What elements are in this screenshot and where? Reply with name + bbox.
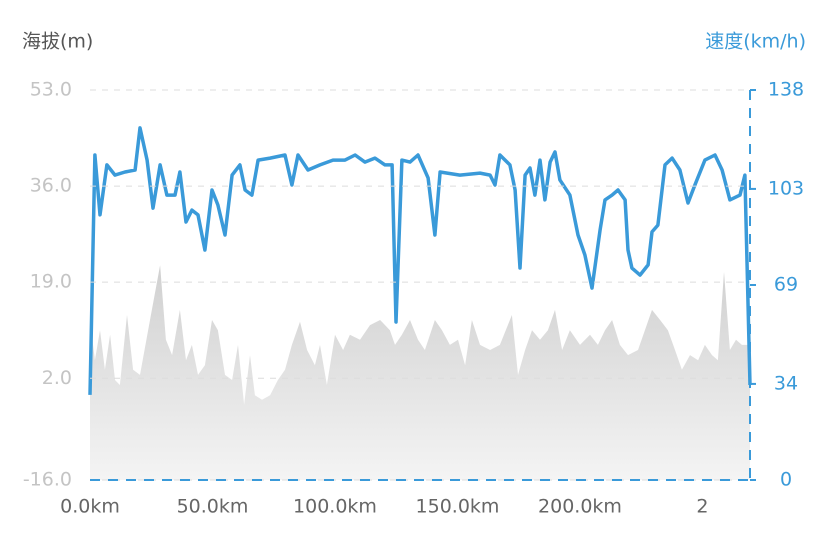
y2-tick-label: 34: [774, 372, 798, 394]
x-tick-label: 150.0km: [416, 496, 500, 518]
y-tick-label: 36.0: [30, 175, 72, 197]
y2-tick-label: 69: [774, 274, 798, 296]
y-tick-label: 19.0: [30, 271, 72, 293]
x-tick-label: 100.0km: [293, 496, 377, 518]
y2-tick-label: 0: [780, 469, 792, 491]
y-tick-label: -16.0: [23, 469, 72, 491]
y-axis-title: 海拔(m): [22, 31, 93, 53]
y-tick-label: 53.0: [30, 79, 72, 101]
y2-tick-label: 138: [768, 79, 804, 101]
x-tick-label: 200.0km: [538, 496, 622, 518]
x-tick-label: 50.0km: [177, 496, 249, 518]
x-tick-label: 2: [696, 496, 708, 518]
y2-tick-label: 103: [768, 177, 804, 199]
elevation-area: [90, 265, 750, 480]
y2-axis-title: 速度(km/h): [705, 31, 806, 53]
x-tick-label: 0.0km: [60, 496, 120, 518]
y-tick-label: 2.0: [42, 367, 72, 389]
speed-line: [88, 126, 752, 395]
